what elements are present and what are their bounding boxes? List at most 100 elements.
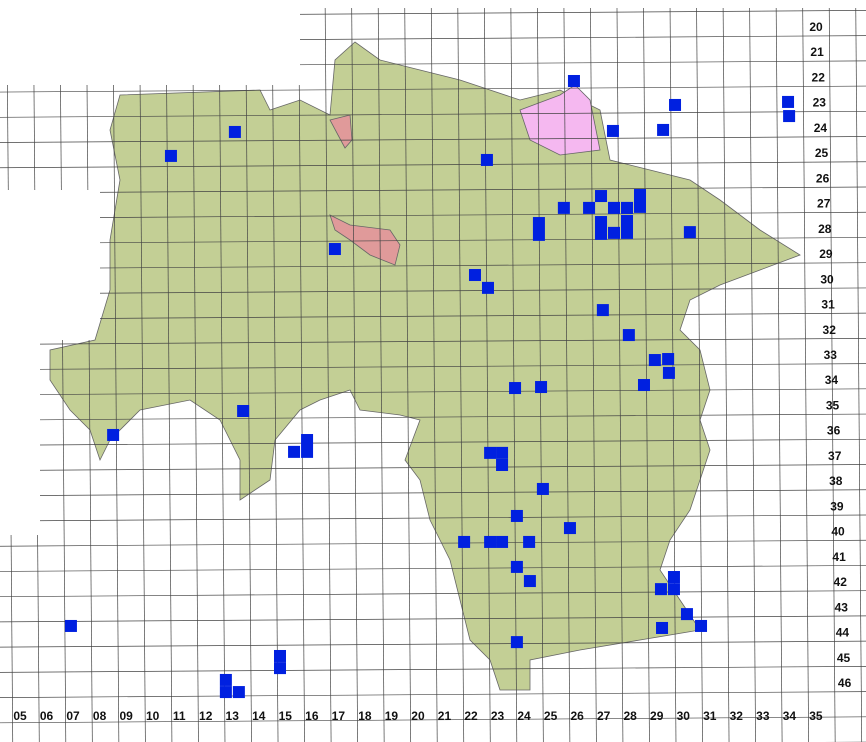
record-marker	[695, 619, 708, 632]
row-label: 41	[832, 550, 846, 564]
grid-column-line	[430, 8, 438, 742]
grid-column-line	[590, 8, 597, 742]
column-label: 15	[279, 709, 293, 723]
grid-column-line	[722, 8, 730, 742]
grid-column-line	[324, 8, 332, 742]
grid-row-line	[0, 35, 866, 42]
row-label: 37	[828, 449, 842, 463]
grid-row-line	[0, 363, 866, 370]
record-marker	[680, 608, 693, 621]
grid-column-line	[271, 8, 279, 742]
column-label: 06	[40, 709, 54, 723]
grid-row-line	[0, 186, 866, 194]
record-marker	[301, 434, 314, 447]
record-marker	[496, 535, 509, 548]
record-marker	[219, 686, 232, 699]
row-label: 32	[823, 323, 837, 337]
record-marker	[496, 446, 509, 459]
record-marker	[510, 509, 523, 522]
record-marker	[458, 535, 471, 548]
record-marker	[662, 366, 675, 379]
record-marker	[468, 269, 481, 282]
region-lower-saxony	[49, 41, 801, 691]
column-label: 13	[226, 709, 240, 723]
grid-column-line	[6, 8, 14, 742]
grid-column-line	[245, 8, 252, 742]
grid-column-line	[85, 8, 93, 742]
grid-column-line	[218, 8, 226, 742]
column-label: 24	[517, 709, 531, 723]
record-marker	[219, 673, 232, 686]
column-label: 11	[173, 709, 186, 723]
grid-column-line	[139, 8, 146, 742]
row-label: 28	[818, 222, 832, 236]
grid-row-line	[0, 438, 866, 446]
record-marker	[536, 482, 549, 495]
grid-column-line	[643, 8, 650, 742]
record-marker	[782, 95, 795, 108]
record-marker	[667, 571, 680, 584]
grid-column-line	[165, 8, 173, 742]
column-label: 35	[809, 709, 823, 723]
record-marker	[523, 575, 536, 588]
grid-row-line	[0, 85, 866, 93]
record-marker	[595, 190, 608, 203]
record-marker	[481, 281, 494, 294]
record-marker	[532, 228, 545, 241]
record-marker	[535, 381, 548, 394]
grid-row-line	[0, 590, 866, 598]
grid-row-line	[0, 287, 866, 295]
record-marker	[496, 458, 509, 471]
grid-column-line	[192, 8, 199, 742]
record-marker	[288, 445, 301, 458]
grid-row-line	[0, 388, 866, 396]
column-label: 12	[199, 709, 213, 723]
column-label: 14	[252, 709, 266, 723]
grid-column-line	[298, 8, 305, 742]
column-label: 19	[385, 709, 399, 723]
row-label: 30	[820, 272, 834, 286]
grid-column-line	[696, 8, 703, 742]
column-label: 28	[624, 709, 638, 723]
record-marker	[232, 686, 245, 699]
record-marker	[484, 535, 497, 548]
grid-row-line	[0, 615, 866, 623]
column-label: 22	[464, 709, 478, 723]
record-marker	[621, 215, 634, 228]
column-label: 32	[730, 709, 744, 723]
grid-row-line	[0, 237, 866, 244]
grid-column-line	[457, 8, 465, 742]
grid-column-line	[802, 8, 809, 742]
grid-column-line	[351, 8, 358, 742]
grid-column-line	[616, 8, 624, 742]
record-marker	[683, 226, 696, 239]
column-label: 16	[305, 709, 319, 723]
grid-row-line	[0, 312, 866, 320]
grid-row-line	[0, 262, 866, 270]
record-marker	[557, 201, 570, 214]
row-label: 23	[813, 96, 827, 110]
grid-row-line	[0, 338, 866, 345]
grid-row-line	[0, 464, 866, 471]
record-marker	[480, 153, 493, 166]
column-label: 31	[703, 709, 717, 723]
record-marker	[634, 189, 647, 202]
row-label: 27	[817, 197, 831, 211]
column-label: 21	[438, 709, 452, 723]
row-label: 31	[821, 298, 835, 312]
record-marker	[648, 354, 661, 367]
grid-row-line	[0, 211, 866, 219]
record-marker	[523, 535, 536, 548]
record-marker	[596, 304, 609, 317]
column-label: 30	[677, 709, 691, 723]
record-marker	[583, 201, 596, 214]
grid-column-line	[828, 8, 836, 742]
column-label: 10	[146, 709, 160, 723]
record-marker	[669, 98, 682, 111]
row-label: 43	[835, 600, 849, 614]
grid-column-line	[377, 8, 385, 742]
row-label: 35	[826, 398, 840, 412]
grid-row-line	[0, 60, 866, 68]
